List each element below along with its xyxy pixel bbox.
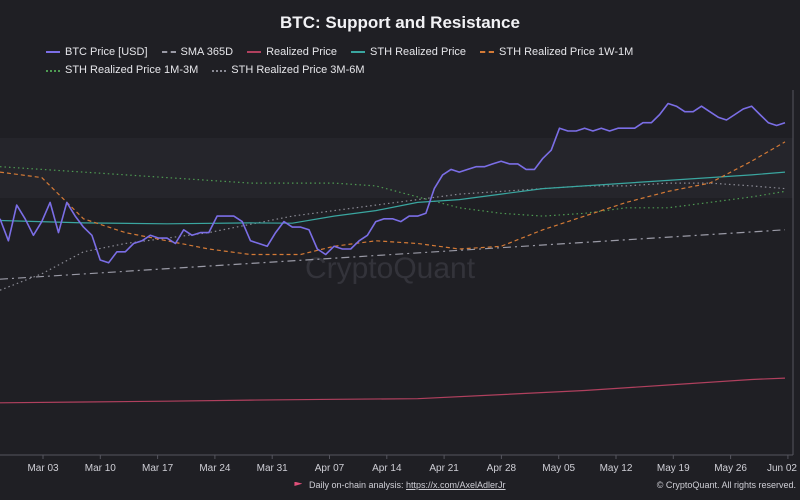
x-tick-label: May 05 [542,463,575,474]
watermark-text: CryptoQuant [305,252,476,285]
legend-swatch [46,69,60,72]
legend-swatch [212,69,227,72]
legend-label: STH Realized Price [370,45,467,58]
footer-analysis-label: Daily on-chain analysis: [308,480,404,490]
chart-legend: BTC Price [USD] SMA 365D Realized Price STH… [46,42,786,79]
legend-swatch [46,51,60,53]
legend-swatch [480,51,495,53]
x-tick-label: May 12 [600,463,633,474]
legend-item[interactable]: SMA 365D [161,44,234,61]
series-line-btc-price-usd [0,102,786,264]
x-tick-label: Apr 07 [315,463,345,474]
footer-copyright: © CryptoQuant. All rights reserved. [656,480,796,490]
flag-icon [294,481,303,487]
legend-item[interactable]: STH Realized Price 1M-3M [46,62,198,79]
chart-title: BTC: Support and Resistance [280,13,520,32]
footer: Daily on-chain analysis: https://x.com/A… [0,478,800,494]
series-line-sma-365d [0,229,786,280]
x-tick-label: Mar 03 [27,463,59,474]
x-tick-label: Mar 31 [257,463,289,474]
legend-label: STH Realized Price 1M-3M [65,64,199,76]
legend-swatch [351,51,366,53]
footer-analysis-link[interactable]: https://x.com/AxelAdlerJr [406,480,506,490]
legend-label: Realized Price [266,45,338,58]
series-line-realized-price [0,377,786,404]
x-tick-label: Jun 02 [767,463,797,474]
chart-plot: CryptoQuant Mar 03 Mar 10 Mar 17 Mar 24 Mar … [0,90,797,474]
legend-item[interactable]: STH Realized Price 1W-1M [480,44,633,61]
x-tick-label: May 26 [714,463,747,474]
legend-label: STH Realized Price 1W-1M [499,45,634,58]
legend-item[interactable]: STH Realized Price 3M-6M [212,62,365,79]
x-tick-label: Apr 28 [487,463,517,474]
x-tick-label: May 19 [657,463,690,474]
x-tick-label: Apr 14 [372,463,402,474]
legend-label: SMA 365D [180,45,234,58]
legend-swatch [247,51,262,53]
legend-swatch [161,51,176,53]
x-tick-label: Mar 10 [85,463,117,474]
legend-item[interactable]: BTC Price [USD] [46,44,148,61]
legend-label: STH Realized Price 3M-6M [231,64,365,76]
legend-label: BTC Price [USD] [65,45,148,58]
legend-item[interactable]: STH Realized Price [351,44,466,61]
x-tick-label: Apr 21 [429,463,459,474]
range-band [0,138,793,198]
x-tick-label: Mar 17 [142,463,174,474]
legend-item[interactable]: Realized Price [247,44,337,61]
x-tick-label: Mar 24 [199,463,231,474]
footer-analysis: Daily on-chain analysis: https://x.com/A… [0,480,800,490]
series-line-sth-realized-price [0,171,786,225]
